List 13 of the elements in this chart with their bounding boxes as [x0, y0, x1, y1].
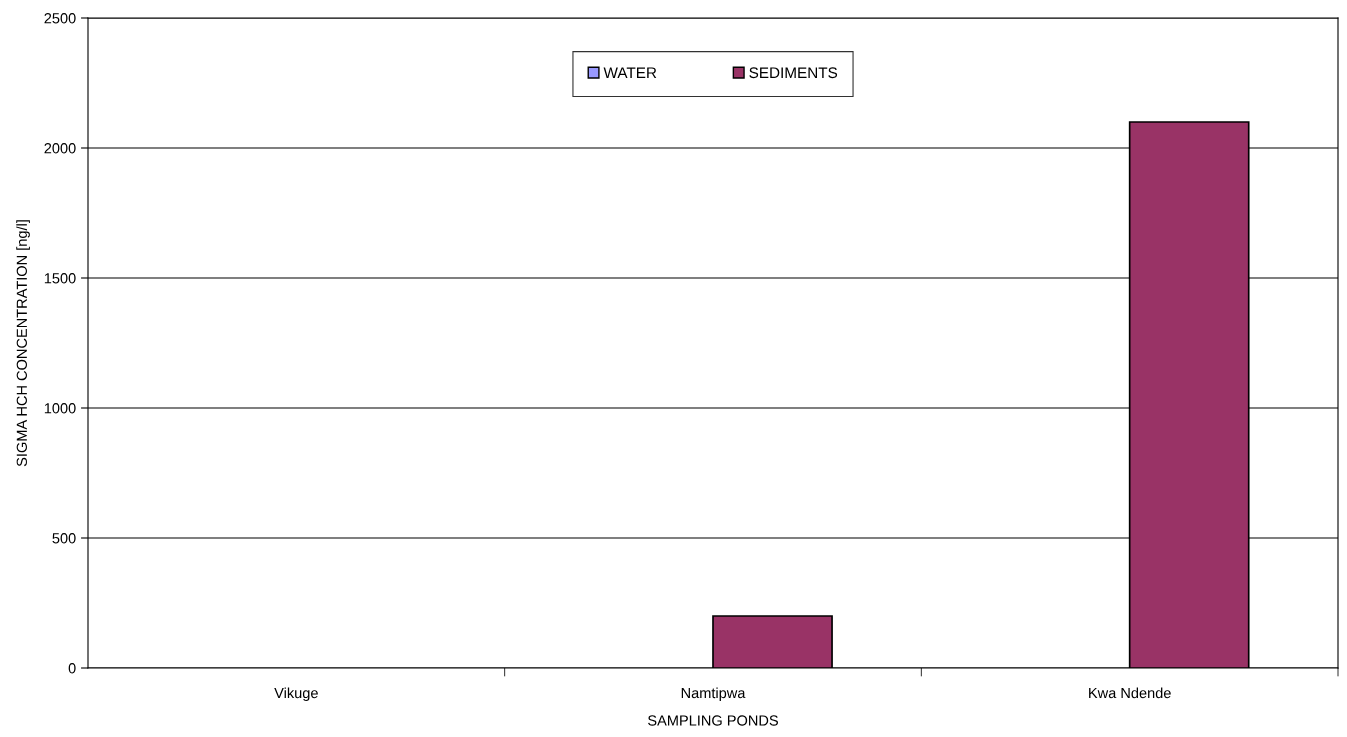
legend-label: SEDIMENTS — [749, 67, 838, 79]
y-tick-label: 1000 — [44, 403, 76, 414]
x-tick-label: Vikuge — [274, 687, 318, 702]
y-axis-title: SIGMA HCH CONCENTRATION [ng/l] — [16, 220, 30, 467]
legend-label: WATER — [603, 67, 657, 78]
y-tick-label: 0 — [68, 663, 76, 674]
y-tick-label: 2500 — [44, 13, 76, 24]
y-tick-label: 500 — [52, 533, 76, 544]
x-tick-label: Namtipwa — [681, 687, 746, 702]
x-tick-label: Kwa Ndende — [1089, 687, 1171, 699]
y-tick-label: 2000 — [44, 143, 76, 154]
x-axis-title: SAMPLING PONDS — [648, 715, 778, 726]
y-tick-label: 1500 — [44, 273, 76, 284]
